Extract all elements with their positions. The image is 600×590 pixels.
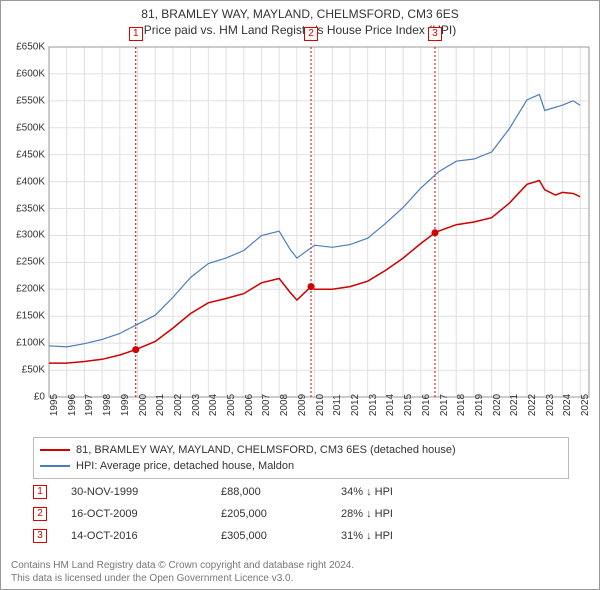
- chart-marker-box: 1: [129, 27, 143, 41]
- chart-container: 81, BRAMLEY WAY, MAYLAND, CHELMSFORD, CM…: [0, 0, 600, 590]
- y-tick-label: £0: [1, 392, 45, 403]
- sale-row: 2 16-OCT-2009 £205,000 28% ↓ HPI: [33, 503, 569, 525]
- x-tick-label: 2008: [279, 394, 290, 416]
- x-tick-label: 2016: [421, 394, 432, 416]
- chart-marker-box: 3: [428, 27, 442, 41]
- y-tick-label: £650K: [1, 42, 45, 53]
- legend-label-property: 81, BRAMLEY WAY, MAYLAND, CHELMSFORD, CM…: [76, 444, 456, 456]
- sale-marker-icon: 3: [33, 529, 47, 543]
- x-tick-label: 2013: [368, 394, 379, 416]
- x-tick-label: 2014: [385, 394, 396, 416]
- chart-plot-area: £0£50K£100K£150K£200K£250K£300K£350K£400…: [49, 47, 589, 397]
- footer-line-2: This data is licensed under the Open Gov…: [11, 572, 354, 585]
- x-tick-label: 2005: [226, 394, 237, 416]
- x-tick-label: 2024: [562, 394, 573, 416]
- x-tick-label: 2001: [155, 394, 166, 416]
- x-tick-label: 2011: [332, 394, 343, 416]
- x-tick-label: 2017: [439, 394, 450, 416]
- y-tick-label: £400K: [1, 176, 45, 187]
- y-tick-label: £200K: [1, 284, 45, 295]
- y-tick-label: £150K: [1, 311, 45, 322]
- sale-date: 14-OCT-2016: [71, 530, 221, 542]
- footer: Contains HM Land Registry data © Crown c…: [11, 559, 354, 585]
- x-tick-label: 2010: [315, 394, 326, 416]
- x-tick-label: 2023: [545, 394, 556, 416]
- chart-svg: [49, 47, 589, 397]
- legend-swatch-hpi: [40, 465, 70, 467]
- legend-swatch-property: [40, 449, 70, 451]
- sale-pct: 28% ↓ HPI: [341, 508, 461, 520]
- y-tick-label: £300K: [1, 230, 45, 241]
- x-tick-label: 2006: [244, 394, 255, 416]
- x-tick-label: 2020: [492, 394, 503, 416]
- titles: 81, BRAMLEY WAY, MAYLAND, CHELMSFORD, CM…: [1, 1, 599, 37]
- sale-row: 1 30-NOV-1999 £88,000 34% ↓ HPI: [33, 481, 569, 503]
- sale-marker-icon: 2: [33, 507, 47, 521]
- legend-row-hpi: HPI: Average price, detached house, Mald…: [40, 458, 562, 474]
- x-tick-label: 2025: [580, 394, 591, 416]
- sale-pct: 34% ↓ HPI: [341, 486, 461, 498]
- sale-marker-icon: 1: [33, 485, 47, 499]
- x-tick-label: 1999: [120, 394, 131, 416]
- legend-row-property: 81, BRAMLEY WAY, MAYLAND, CHELMSFORD, CM…: [40, 442, 562, 458]
- sale-price: £305,000: [221, 530, 341, 542]
- x-tick-label: 2021: [509, 394, 520, 416]
- x-tick-label: 1998: [102, 394, 113, 416]
- legend: 81, BRAMLEY WAY, MAYLAND, CHELMSFORD, CM…: [33, 437, 569, 479]
- y-tick-label: £350K: [1, 203, 45, 214]
- sale-price: £205,000: [221, 508, 341, 520]
- sale-date: 30-NOV-1999: [71, 486, 221, 498]
- x-tick-label: 2009: [297, 394, 308, 416]
- x-tick-label: 2003: [191, 394, 202, 416]
- x-tick-label: 2012: [350, 394, 361, 416]
- y-tick-label: £100K: [1, 338, 45, 349]
- y-tick-label: £600K: [1, 68, 45, 79]
- sale-price: £88,000: [221, 486, 341, 498]
- y-tick-label: £250K: [1, 257, 45, 268]
- x-tick-label: 2004: [208, 394, 219, 416]
- chart-subtitle: Price paid vs. HM Land Registry's House …: [1, 23, 599, 37]
- legend-label-hpi: HPI: Average price, detached house, Mald…: [76, 460, 294, 472]
- chart-marker-box: 2: [304, 27, 318, 41]
- sale-row: 3 14-OCT-2016 £305,000 31% ↓ HPI: [33, 525, 569, 547]
- y-tick-label: £500K: [1, 122, 45, 133]
- x-tick-label: 1997: [84, 394, 95, 416]
- x-tick-label: 2015: [403, 394, 414, 416]
- x-tick-label: 2019: [474, 394, 485, 416]
- y-tick-label: £450K: [1, 149, 45, 160]
- sales-table: 1 30-NOV-1999 £88,000 34% ↓ HPI 2 16-OCT…: [33, 481, 569, 547]
- y-tick-label: £50K: [1, 365, 45, 376]
- x-tick-label: 2007: [261, 394, 272, 416]
- x-tick-label: 1995: [49, 394, 60, 416]
- sale-date: 16-OCT-2009: [71, 508, 221, 520]
- x-tick-label: 2002: [173, 394, 184, 416]
- x-tick-label: 2000: [138, 394, 149, 416]
- x-tick-label: 2022: [527, 394, 538, 416]
- chart-title: 81, BRAMLEY WAY, MAYLAND, CHELMSFORD, CM…: [1, 7, 599, 21]
- x-tick-label: 2018: [456, 394, 467, 416]
- x-tick-label: 1996: [67, 394, 78, 416]
- sale-pct: 31% ↓ HPI: [341, 530, 461, 542]
- y-tick-label: £550K: [1, 95, 45, 106]
- footer-line-1: Contains HM Land Registry data © Crown c…: [11, 559, 354, 572]
